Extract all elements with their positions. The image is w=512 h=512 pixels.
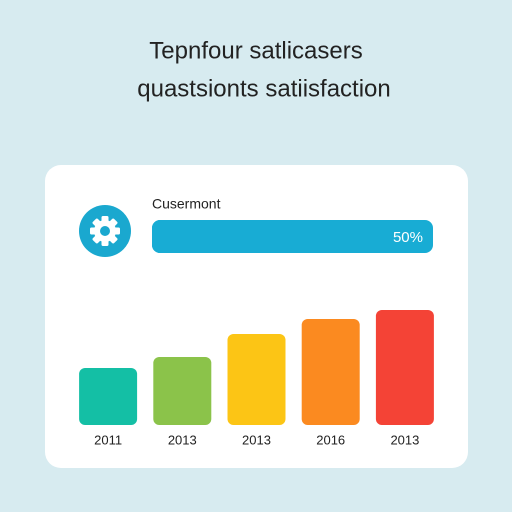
bar <box>153 357 212 425</box>
progress-label: Cusermont <box>152 196 221 212</box>
x-tick-label: 2013 <box>390 432 419 447</box>
bar <box>227 334 286 425</box>
x-tick-label: 2011 <box>94 432 122 447</box>
gear-icon <box>79 205 131 257</box>
x-tick-label: 2013 <box>242 432 271 447</box>
bar <box>375 310 434 425</box>
bar <box>301 319 360 425</box>
x-tick-label: 2013 <box>168 432 197 447</box>
bar <box>79 368 138 425</box>
progress-fill <box>152 220 293 253</box>
x-tick-label: 2016 <box>316 432 345 447</box>
title-line: quastsionts satiisfaction <box>137 75 390 102</box>
title-line: Tepnfour satlicasers <box>149 37 362 64</box>
progress-value: 50% <box>393 229 423 246</box>
